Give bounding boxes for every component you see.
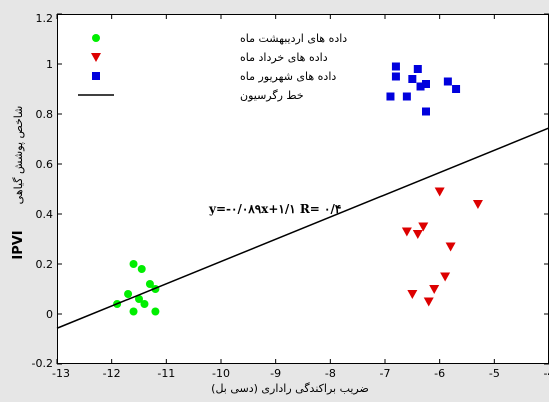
data-point-series-3 [402,92,411,101]
data-point-series-1 [140,300,149,308]
data-point-series-1 [129,260,138,268]
legend: داده های اردیبهشت ماه داده های خرداد ماه د… [78,32,347,102]
data-point-series-2 [429,285,440,294]
x-tick-label: -13 [52,367,70,380]
y-tick-label: 0.8 [36,108,54,121]
data-point-series-3 [422,80,430,88]
x-tick-label: -6 [434,367,445,380]
data-point-series-3 [391,62,400,71]
data-point-series-2 [418,222,429,232]
data-point-series-2 [423,297,434,307]
data-point-series-1 [145,280,154,288]
data-point-series-2 [445,242,456,252]
y-tick-label: -0.2 [32,357,53,370]
data-point-series-3 [452,85,461,93]
regression-layer [56,127,549,329]
data-point-series-3 [416,82,425,91]
x-axis-label: ضریب براکندگی راداری (دسی بل) [211,382,369,395]
data-point-series-3 [386,92,395,101]
x-tick-label: -5 [489,367,500,380]
x-tick-label: -7 [380,367,391,380]
y-tick-label: 1.2 [36,12,54,25]
data-point-series-3 [408,75,417,83]
data-point-series-2 [440,272,451,282]
data-point-series-1 [129,307,138,316]
legend-label: داده های شهریور ماه [240,70,336,83]
x-tick-label: -4 [544,367,549,380]
data-point-series-2 [407,290,418,299]
y-tick-label: 1 [46,58,53,71]
y-tick-label: 0.2 [36,258,54,271]
data-point-series-3 [391,72,400,81]
x-tick-label: -10 [212,367,230,380]
data-point-series-2 [472,200,483,209]
y-tick-label: 0.4 [36,208,54,221]
y-axis-label-vegetation-index: شاخص پوشش گیاهی [12,106,25,205]
regression-line [56,127,549,329]
legend-label: خط رگرسیون [240,89,304,102]
legend-marker [92,72,100,80]
data-point-series-2 [434,187,445,197]
ticks-layer: -13 -12 -11 -10 -9 -8 -7 -6 -5 -4 -0.2 0 0.2 0.4 0.6 0.… [32,12,549,380]
x-tick-label: -11 [157,367,175,380]
y-axis-label-group: IPVI شاخص پوشش گیاهی [11,106,26,260]
data-point-series-1 [124,290,133,298]
legend-marker [91,53,101,62]
x-tick-label: -12 [103,367,121,380]
data-point-series-3 [443,77,452,86]
y-tick-label: 0.6 [36,158,54,171]
y-tick-label: 0 [46,308,53,321]
y-axis-label-ipvi: IPVI [11,230,26,259]
legend-label: داده های اردیبهشت ماه [240,32,347,45]
points-layer [113,62,483,316]
data-point-series-1 [151,307,160,316]
data-point-series-2 [401,227,412,237]
data-point-series-3 [413,65,422,73]
x-tick-label: -9 [270,367,281,380]
data-point-series-1 [135,295,143,303]
axes-background [57,14,549,364]
data-point-series-2 [412,230,423,239]
data-point-series-3 [422,107,430,116]
legend-label: داده های خرداد ماه [240,51,328,64]
legend-marker [92,34,100,42]
x-tick-label: -8 [325,367,336,380]
data-point-series-1 [137,265,146,273]
regression-equation-label: y=-۰/۰۸۹x+۱/۱ R= ۰/۴ [208,202,341,216]
